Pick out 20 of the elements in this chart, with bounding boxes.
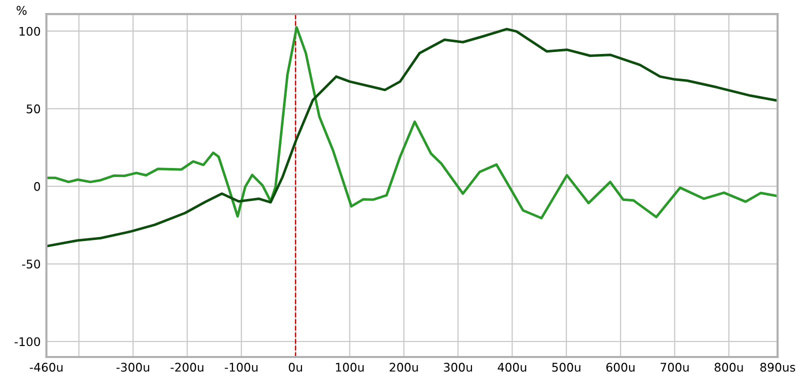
x-tick-label: 400u (498, 362, 526, 372)
x-tick-label: 100u (336, 362, 364, 372)
x-tick-label: -460u (30, 362, 62, 372)
y-axis-title: % (16, 6, 27, 15)
x-tick-label: 300u (444, 362, 472, 372)
x-tick-label: 600u (606, 362, 634, 372)
y-tick-label: 0 (34, 182, 40, 191)
x-tick-label: -300u (116, 362, 150, 372)
x-tick-label: 700u (660, 362, 689, 372)
y-tick-label: -100 (14, 337, 40, 346)
x-tick-label: 890us (760, 362, 796, 372)
x-tick-label: -200u (170, 362, 204, 372)
x-tick-label: 200u (390, 362, 418, 372)
x-tick-label: 800u (714, 362, 743, 372)
x-tick-label: 500u (552, 362, 580, 372)
y-tick-label: 100 (20, 26, 40, 36)
x-tick-label: -100u (224, 362, 258, 372)
y-tick-label: -50 (22, 260, 40, 269)
x-tick-label: 0u (288, 362, 302, 372)
y-tick-label: 50 (26, 104, 40, 114)
